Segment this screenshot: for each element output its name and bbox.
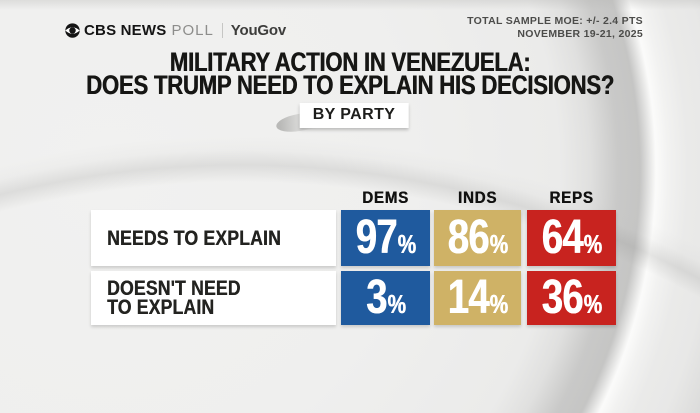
page-title: MILITARY ACTION IN VENEZUELA: DOES TRUMP… (63, 47, 637, 100)
poll-value-dems-needs: 97% (341, 210, 430, 266)
moe-line1: TOTAL SAMPLE MOE: +/- 2.4 PTS (467, 15, 643, 27)
by-party-badge: BY PARTY (299, 103, 409, 128)
sample-moe-note: TOTAL SAMPLE MOE: +/- 2.4 PTS NOVEMBER 1… (467, 15, 643, 40)
moe-line2: NOVEMBER 19-21, 2025 (517, 27, 643, 40)
brand-separator (221, 22, 223, 38)
column-header-inds: INDS (457, 189, 498, 207)
poll-value-inds-needs: 86% (434, 210, 521, 266)
poll-value: 64% (541, 210, 602, 264)
poll-value: 86% (447, 210, 508, 264)
cbs-eye-icon (65, 22, 80, 38)
row-label-text: NEEDS TO EXPLAIN (107, 226, 281, 250)
brand: CBS NEWS POLL YouGov (65, 21, 286, 39)
title-line1: MILITARY ACTION IN VENEZUELA: (169, 47, 531, 77)
brand-cbs-news: CBS NEWS (84, 21, 167, 39)
row-label-doesnt-need-to-explain: DOESN'T NEED TO EXPLAIN (91, 271, 336, 325)
row-label-text-line2: TO EXPLAIN (107, 296, 215, 319)
brand-poll: POLL (171, 21, 214, 39)
row-label-text-line1: DOESN'T NEED (107, 277, 241, 300)
title-line2: DOES TRUMP NEED TO EXPLAIN HIS DECISIONS… (86, 70, 614, 100)
poll-value-inds-doesnt: 14% (434, 271, 521, 325)
poll-value: 3% (365, 270, 406, 324)
poll-value: 36% (541, 270, 602, 324)
poll-value-dems-doesnt: 3% (341, 271, 430, 325)
column-header-reps: REPS (549, 189, 594, 207)
poll-value-reps-doesnt: 36% (527, 271, 616, 325)
poll-value-reps-needs: 64% (527, 210, 616, 266)
brand-yougov: YouGov (230, 21, 286, 39)
poll-value: 14% (447, 270, 508, 324)
column-header-dems: DEMS (362, 189, 409, 207)
poll-value: 97% (355, 210, 416, 264)
row-label-needs-to-explain: NEEDS TO EXPLAIN (91, 210, 336, 266)
